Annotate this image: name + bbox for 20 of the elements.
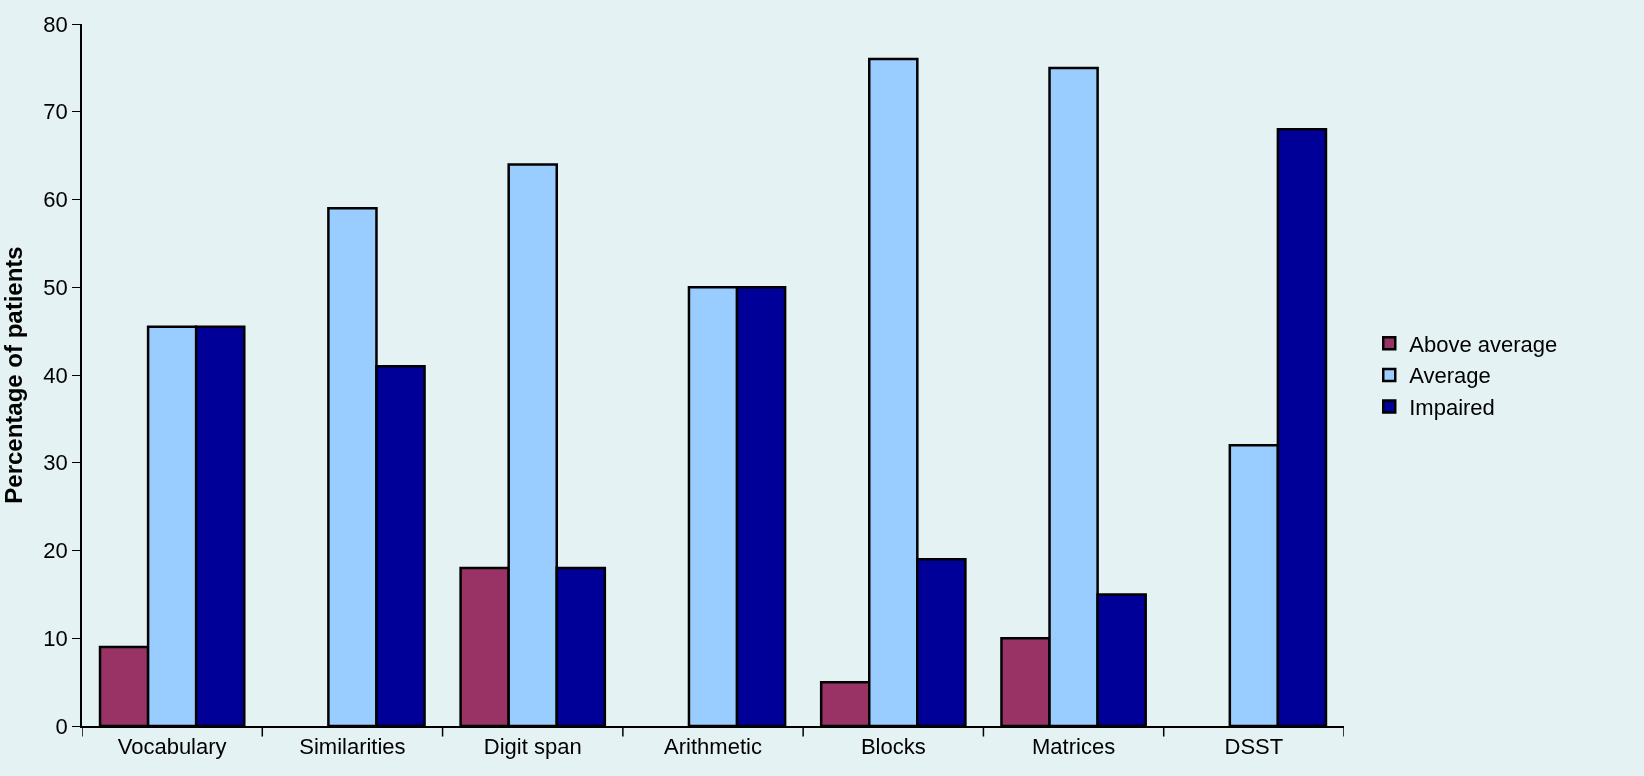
x-tick-label: Similarities: [299, 734, 406, 760]
x-tick-label: Blocks: [860, 734, 926, 760]
y-tick-label: 0: [55, 713, 68, 739]
legend-label: Average: [1409, 363, 1491, 389]
y-tick-label: 10: [43, 625, 68, 651]
y-tick-label: 80: [43, 11, 68, 37]
y-tick-label: 70: [43, 99, 68, 125]
x-tick-label: Arithmetic: [664, 734, 762, 760]
y-axis-title: Percentage of patients: [0, 246, 27, 504]
x-tick-label: Matrices: [1032, 734, 1116, 760]
y-tick-label: 20: [43, 538, 68, 564]
y-tick-label: 30: [43, 450, 68, 476]
legend-label: Impaired: [1409, 395, 1495, 421]
x-tick-label: Vocabulary: [117, 734, 227, 760]
legend-label: Above average: [1409, 331, 1558, 357]
y-tick-label: 60: [43, 187, 68, 213]
y-tick-label: 50: [43, 274, 68, 300]
x-tick-label: DSST: [1224, 734, 1284, 760]
y-tick-label: 40: [43, 362, 68, 388]
x-tick-label: Digit span: [483, 734, 582, 760]
